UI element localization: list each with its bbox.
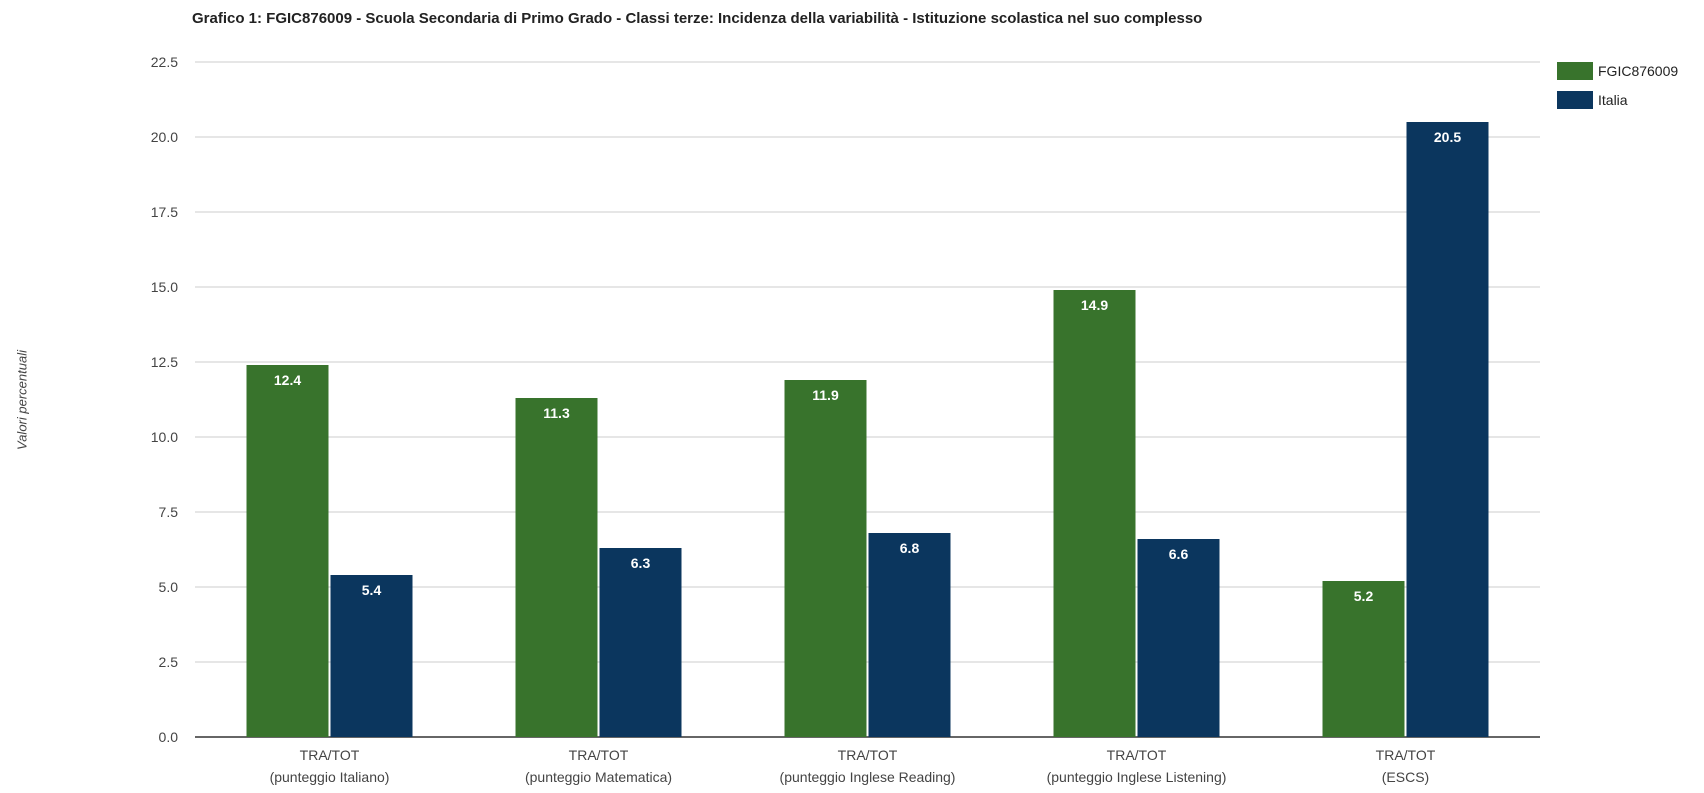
legend-label: Italia (1598, 92, 1628, 108)
data-label: 6.3 (631, 555, 651, 571)
x-tick-label: TRA/TOT (300, 747, 360, 763)
x-tick-label: TRA/TOT (838, 747, 898, 763)
y-tick-label: 20.0 (151, 129, 178, 145)
legend-swatch (1557, 91, 1593, 109)
y-tick-label: 0.0 (159, 729, 179, 745)
y-tick-label: 12.5 (151, 354, 178, 370)
bar-fgic876009 (515, 398, 598, 737)
data-label: 5.4 (362, 582, 382, 598)
data-label: 6.6 (1169, 546, 1189, 562)
bar-italia (1137, 539, 1220, 737)
data-label: 6.8 (900, 540, 920, 556)
x-tick-label: TRA/TOT (569, 747, 629, 763)
x-tick-label: TRA/TOT (1376, 747, 1436, 763)
bar-fgic876009 (1322, 581, 1405, 737)
y-tick-label: 7.5 (159, 504, 179, 520)
x-tick-label: (punteggio Inglese Reading) (780, 769, 956, 785)
data-label: 14.9 (1081, 297, 1108, 313)
y-tick-label: 10.0 (151, 429, 178, 445)
bar-fgic876009 (1053, 290, 1136, 737)
y-tick-label: 5.0 (159, 579, 179, 595)
y-tick-label: 2.5 (159, 654, 179, 670)
data-label: 20.5 (1434, 129, 1461, 145)
bar-fgic876009 (784, 380, 867, 737)
legend-swatch (1557, 62, 1593, 80)
legend-label: FGIC876009 (1598, 63, 1678, 79)
data-label: 11.9 (812, 387, 839, 403)
x-tick-label: TRA/TOT (1107, 747, 1167, 763)
data-label: 11.3 (543, 405, 570, 421)
bar-italia (330, 575, 413, 737)
bar-fgic876009 (246, 365, 329, 737)
x-tick-label: (punteggio Italiano) (270, 769, 390, 785)
data-label: 5.2 (1354, 588, 1374, 604)
bar-italia (1406, 122, 1489, 737)
y-tick-label: 22.5 (151, 54, 178, 70)
x-tick-label: (ESCS) (1382, 769, 1429, 785)
chart-title: Grafico 1: FGIC876009 - Scuola Secondari… (192, 10, 1203, 27)
x-tick-label: (punteggio Inglese Listening) (1047, 769, 1227, 785)
data-label: 12.4 (274, 372, 301, 388)
y-tick-label: 17.5 (151, 204, 178, 220)
x-tick-label: (punteggio Matematica) (525, 769, 672, 785)
bar-italia (599, 548, 682, 737)
y-tick-label: 15.0 (151, 279, 178, 295)
bar-italia (868, 533, 951, 737)
